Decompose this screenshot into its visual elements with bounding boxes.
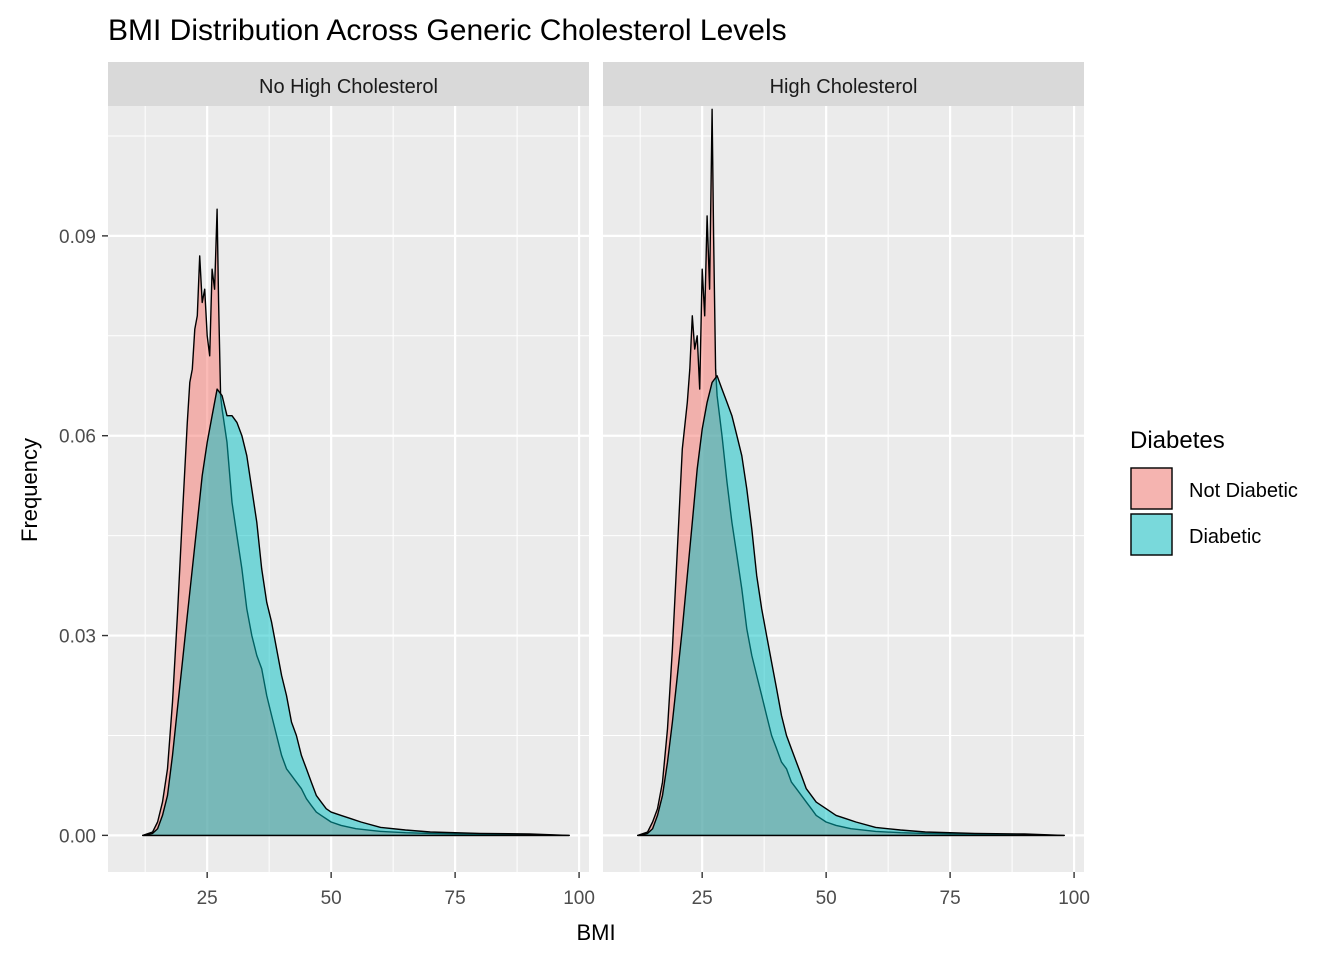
legend-item: Diabetic (1130, 513, 1261, 556)
legend-key-swatch (1130, 513, 1173, 556)
x-tick-label: 75 (445, 888, 466, 909)
legend-title: Diabetes (1130, 427, 1225, 454)
facet-strip (603, 62, 1084, 106)
density-area-diabetic (637, 375, 1065, 837)
x-tick-label: 100 (1058, 888, 1090, 909)
y-tick-label: 0.09 (59, 227, 96, 248)
y-tick-label: 0.06 (59, 427, 96, 448)
facet-panel: No High Cholesterol 25 50 75 100 0.00 0.03 0.06… (59, 62, 595, 909)
facet-panel: High Cholesterol 25 50 75 100 (603, 62, 1090, 909)
facet-panels: No High Cholesterol 25 50 75 100 0.00 0.03 0.06… (59, 62, 1090, 909)
y-axis-title: Frequency (17, 438, 42, 542)
x-tick-label: 25 (197, 888, 218, 909)
x-tick-label: 50 (321, 888, 342, 909)
x-axis-title: BMI (576, 920, 615, 945)
legend-label: Not Diabetic (1189, 480, 1298, 502)
x-tick-label: 100 (563, 888, 595, 909)
chart-title: BMI Distribution Across Generic Choleste… (108, 14, 787, 47)
legend-key-swatch (1130, 467, 1173, 510)
x-tick-label: 25 (692, 888, 713, 909)
y-tick-label: 0.00 (59, 826, 96, 847)
y-tick-label: 0.03 (59, 627, 96, 648)
legend-item: Not Diabetic (1130, 467, 1298, 510)
legend-label: Diabetic (1189, 526, 1261, 548)
x-tick-label: 50 (816, 888, 837, 909)
facet-strip-label: High Cholesterol (770, 76, 918, 98)
facet-strip (108, 62, 589, 106)
x-tick-label: 75 (940, 888, 961, 909)
legend: Diabetes Not Diabetic Diabetic (1130, 427, 1298, 556)
facet-strip-label: No High Cholesterol (259, 76, 438, 98)
density-area-diabetic (142, 388, 570, 837)
